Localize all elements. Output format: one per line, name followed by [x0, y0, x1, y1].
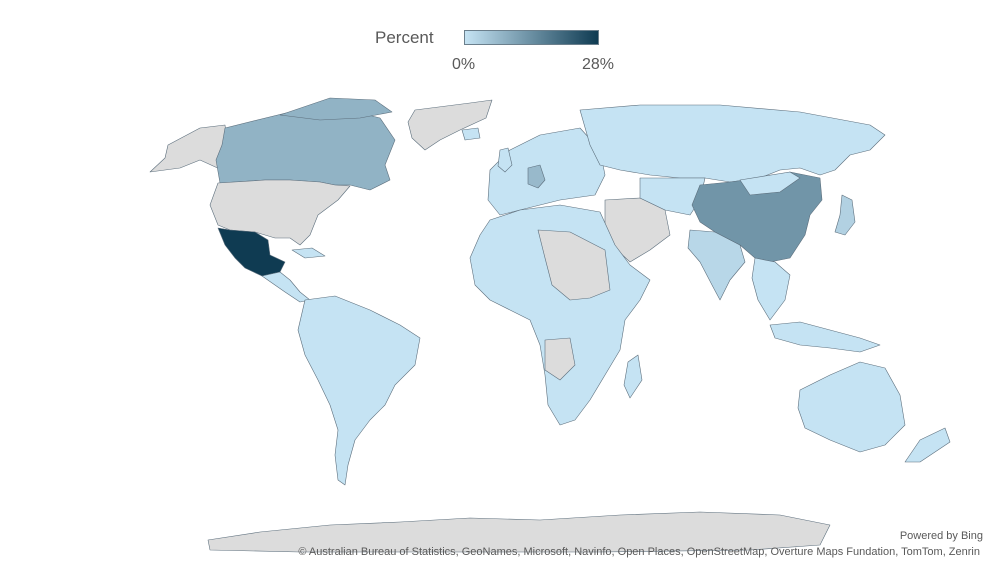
country-canada-islands[interactable]: [279, 97, 393, 121]
country-central-america[interactable]: [261, 271, 311, 303]
country-iceland[interactable]: [461, 127, 481, 141]
country-germany[interactable]: [527, 164, 546, 189]
country-greenland[interactable]: [407, 99, 493, 151]
map-attribution: © Australian Bureau of Statistics, GeoNa…: [298, 546, 980, 558]
country-indonesia[interactable]: [769, 321, 881, 353]
country-madagascar[interactable]: [623, 354, 643, 399]
country-south-america[interactable]: [297, 295, 421, 486]
country-congo-region[interactable]: [544, 337, 576, 381]
legend-color-scale: [464, 30, 599, 45]
country-japan[interactable]: [834, 194, 856, 236]
country-europe[interactable]: [487, 127, 606, 216]
powered-by-label: Powered by Bing: [899, 530, 983, 542]
country-alaska[interactable]: [149, 124, 229, 173]
country-mexico[interactable]: [217, 227, 286, 277]
legend-min-label: 0%: [452, 56, 476, 73]
legend-max-label: 28%: [582, 56, 615, 73]
country-antarctica[interactable]: [207, 511, 831, 553]
country-cuba[interactable]: [291, 247, 326, 259]
country-new-zealand[interactable]: [904, 427, 951, 463]
country-australia[interactable]: [797, 361, 906, 453]
country-libya-egypt-sudan[interactable]: [537, 229, 611, 301]
country-southeast-asia[interactable]: [751, 257, 791, 321]
country-mongolia[interactable]: [739, 171, 801, 196]
country-canada[interactable]: [215, 107, 396, 191]
country-united-states[interactable]: [209, 179, 351, 246]
country-central-asia[interactable]: [639, 177, 706, 216]
legend-title: Percent: [375, 28, 434, 47]
country-russia[interactable]: [579, 104, 886, 183]
country-united-kingdom[interactable]: [497, 147, 513, 173]
